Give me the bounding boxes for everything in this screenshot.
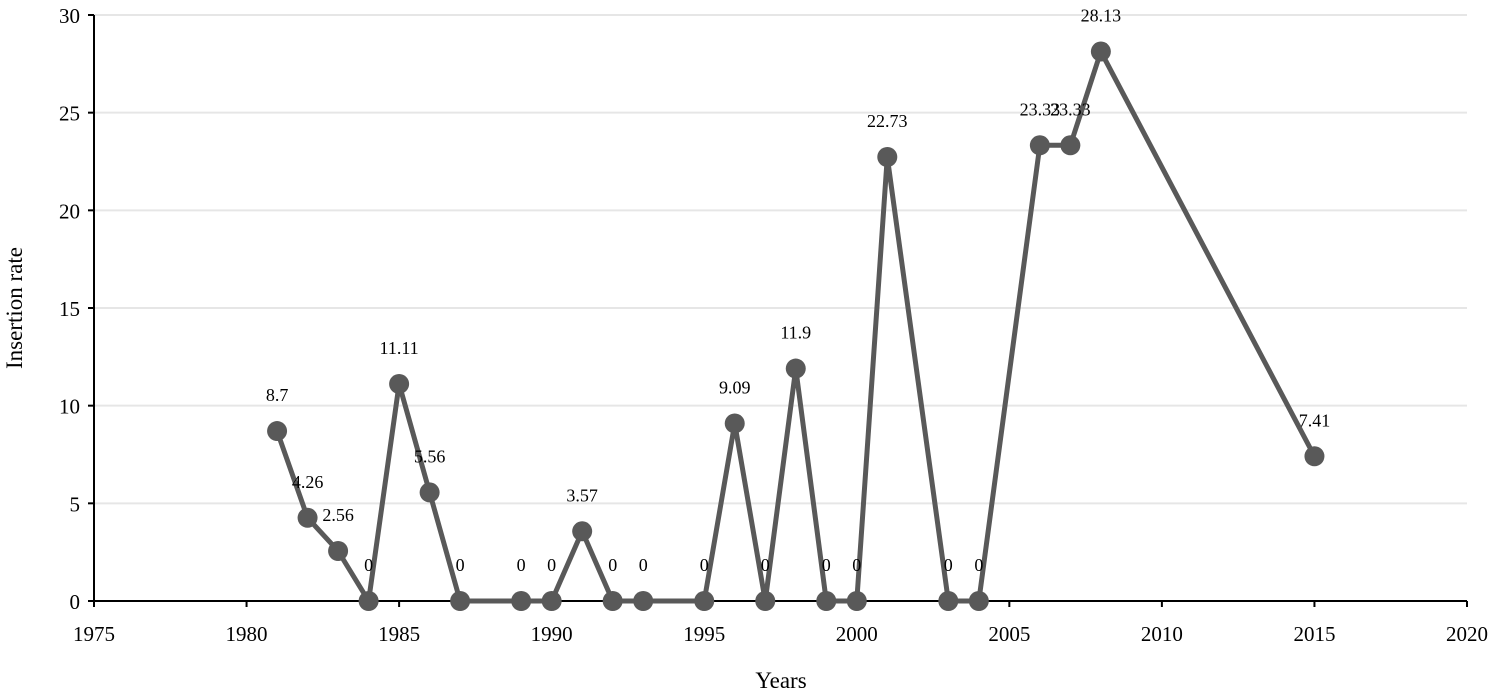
data-point [572, 521, 593, 542]
data-point [877, 147, 898, 168]
data-label: 0 [822, 555, 831, 575]
data-label: 5.56 [414, 446, 446, 466]
data-label: 23.33 [1020, 99, 1061, 119]
data-point [450, 591, 471, 611]
data-label: 0 [761, 555, 770, 575]
data-point [1029, 135, 1050, 156]
data-point [816, 591, 837, 611]
x-tick-label: 1975 [73, 622, 115, 646]
tick-labels: 0 5 10 15 20 25 30 1975 1980 1985 1990 1995 2000 2005… [59, 4, 1488, 646]
data-label: 28.13 [1081, 6, 1122, 26]
data-point [694, 591, 715, 611]
data-label: 0 [517, 555, 526, 575]
x-tick-label: 1985 [378, 622, 420, 646]
x-tick-label: 1995 [683, 622, 725, 646]
y-tick-label: 25 [59, 102, 80, 126]
data-label: 22.73 [867, 111, 908, 131]
data-label: 0 [639, 555, 648, 575]
axes [88, 14, 1468, 607]
y-tick-label: 30 [59, 4, 80, 28]
data-series [267, 41, 1325, 611]
data-label: 23.33 [1050, 99, 1091, 119]
y-tick-label: 20 [59, 199, 80, 223]
data-point [785, 358, 806, 379]
data-label: 11.9 [780, 323, 811, 343]
data-point [328, 540, 349, 561]
data-point [602, 591, 623, 611]
data-label: 3.57 [566, 485, 598, 505]
data-label: 8.7 [266, 385, 289, 405]
data-point [297, 507, 318, 528]
data-label: 0 [456, 555, 465, 575]
data-label: 9.09 [719, 377, 751, 397]
data-point [419, 482, 440, 503]
x-tick-label: 2005 [988, 622, 1030, 646]
data-label: 0 [700, 555, 709, 575]
data-point [1304, 446, 1325, 467]
data-point [389, 373, 410, 394]
y-tick-label: 15 [59, 297, 80, 321]
data-label: 0 [547, 555, 556, 575]
data-label: 7.41 [1299, 410, 1331, 430]
data-point [724, 413, 745, 434]
y-axis-title: Insertion rate [2, 247, 27, 369]
data-label: 0 [364, 555, 373, 575]
x-axis-title: Years [755, 668, 806, 691]
x-tick-label: 2015 [1293, 622, 1335, 646]
data-point [267, 421, 288, 442]
y-tick-label: 10 [59, 395, 80, 419]
data-point [358, 591, 379, 611]
data-label: 0 [608, 555, 617, 575]
x-tick-label: 1990 [531, 622, 573, 646]
x-tick-label: 2020 [1446, 622, 1488, 646]
data-point [1060, 135, 1081, 156]
data-label: 11.11 [380, 338, 419, 358]
data-point [968, 591, 989, 611]
x-tick-label: 2010 [1141, 622, 1183, 646]
data-label: 0 [974, 555, 983, 575]
data-point [511, 591, 532, 611]
y-tick-label: 5 [70, 492, 81, 516]
data-label: 2.56 [322, 505, 354, 525]
data-point [1090, 41, 1111, 62]
gridlines [94, 14, 1467, 505]
x-tick-label: 1980 [226, 622, 268, 646]
data-point [633, 591, 654, 611]
data-label: 0 [852, 555, 861, 575]
data-label: 0 [944, 555, 953, 575]
data-point [755, 591, 776, 611]
x-tick-label: 2000 [836, 622, 878, 646]
data-point [938, 591, 959, 611]
y-tick-label: 0 [70, 590, 81, 614]
data-point [541, 591, 562, 611]
data-label: 4.26 [292, 472, 324, 492]
data-point [846, 591, 867, 611]
data-labels: 8.7 4.26 2.56 0 11.11 5.56 0 0 0 3.57 0 0 0 9.09 0 11.9… [266, 6, 1330, 575]
